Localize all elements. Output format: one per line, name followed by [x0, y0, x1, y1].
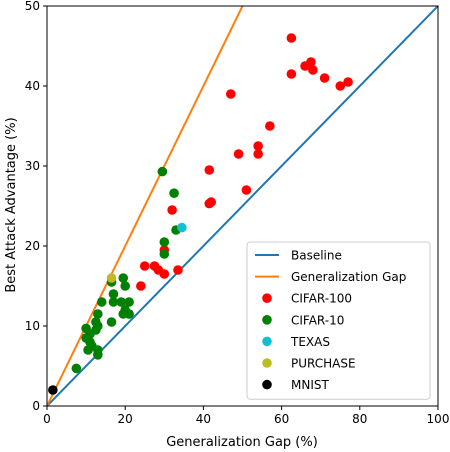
x-tick-label: 40 [196, 412, 211, 426]
legend-marker-cifar-10 [262, 315, 272, 325]
point-cifar-10 [120, 281, 130, 291]
point-cifar-10 [108, 289, 119, 299]
point-texas [177, 222, 187, 233]
y-tick-label: 20 [25, 239, 40, 253]
legend-marker-purchase [262, 358, 272, 368]
point-cifar-100 [343, 77, 353, 87]
y-tick-label: 30 [25, 159, 40, 173]
plot-area [46, 5, 439, 407]
point-cifar-100 [253, 141, 263, 151]
point-cifar-10 [157, 166, 168, 177]
point-cifar-100 [306, 57, 316, 67]
point-cifar-100 [253, 149, 263, 159]
point-cifar-10 [124, 297, 134, 307]
x-axis: 0 20 40 60 80 100 [43, 406, 449, 426]
point-cifar-10 [116, 297, 127, 307]
plot-content [47, 6, 438, 406]
point-cifar-100 [204, 198, 215, 209]
legend-label-generalization-gap: Generalization Gap [291, 270, 406, 284]
legend-label-purchase: PURCHASE [291, 357, 356, 371]
point-cifar-100 [335, 81, 346, 91]
point-cifar-100 [286, 69, 297, 79]
point-cifar-100 [225, 89, 236, 99]
y-axis-title: Best Attack Advantage (%) [4, 117, 19, 292]
point-cifar-10 [96, 297, 107, 307]
point-cifar-10 [106, 317, 117, 327]
legend-label-baseline: Baseline [291, 249, 342, 263]
legend-label-mnist: MNIST [291, 378, 329, 392]
point-cifar-10 [83, 345, 93, 355]
point-cifar-10 [93, 350, 103, 360]
point-cifar-100 [167, 205, 177, 215]
point-cifar-100 [286, 33, 297, 43]
point-cifar-100 [139, 261, 150, 271]
legend-marker-texas [262, 336, 272, 347]
y-tick-label: 50 [25, 0, 40, 13]
point-cifar-10 [108, 297, 119, 307]
x-tick-label: 0 [43, 412, 51, 426]
y-tick-label: 40 [25, 79, 40, 93]
point-cifar-100 [319, 73, 330, 83]
x-axis-title: Generalization Gap (%) [166, 435, 318, 450]
y-tick-label: 10 [25, 319, 40, 333]
plot-frame [46, 5, 439, 407]
point-cifar-100 [159, 269, 170, 279]
point-cifar-100 [308, 65, 318, 75]
point-mnist [48, 385, 58, 395]
legend-box [246, 241, 431, 400]
point-cifar-100 [173, 265, 183, 275]
point-cifar-10 [71, 363, 82, 374]
legend-label-texas: TEXAS [290, 335, 330, 349]
point-cifar-100 [233, 149, 244, 159]
x-tick-label: 80 [352, 412, 367, 426]
point-cifar-100 [204, 165, 215, 175]
point-cifar-10 [118, 273, 129, 283]
y-tick-label: 0 [32, 399, 40, 413]
point-cifar-10 [169, 188, 179, 198]
point-cifar-100 [241, 185, 252, 195]
y-axis: 0 10 20 30 40 50 [25, 0, 47, 413]
legend-marker-mnist [262, 379, 272, 390]
line-baseline [47, 6, 438, 406]
point-cifar-10 [159, 237, 170, 247]
point-cifar-10 [93, 309, 103, 319]
point-cifar-10 [159, 249, 170, 259]
point-cifar-10 [91, 325, 101, 335]
x-tick-label: 20 [118, 412, 133, 426]
legend-label-cifar-100: CIFAR-100 [291, 292, 352, 306]
point-cifar-100 [136, 281, 146, 291]
x-tick-label: 60 [274, 412, 289, 426]
x-tick-label: 100 [427, 412, 450, 426]
legend-marker-cifar-100 [262, 293, 272, 304]
point-cifar-10 [124, 309, 134, 319]
line-generalization-gap [47, 6, 244, 406]
point-purchase [106, 273, 117, 283]
point-cifar-100 [265, 121, 275, 131]
legend: Baseline Generalization Gap CIFAR-100 CIFAR… [246, 241, 431, 400]
legend-label-cifar-10: CIFAR-10 [291, 313, 344, 327]
